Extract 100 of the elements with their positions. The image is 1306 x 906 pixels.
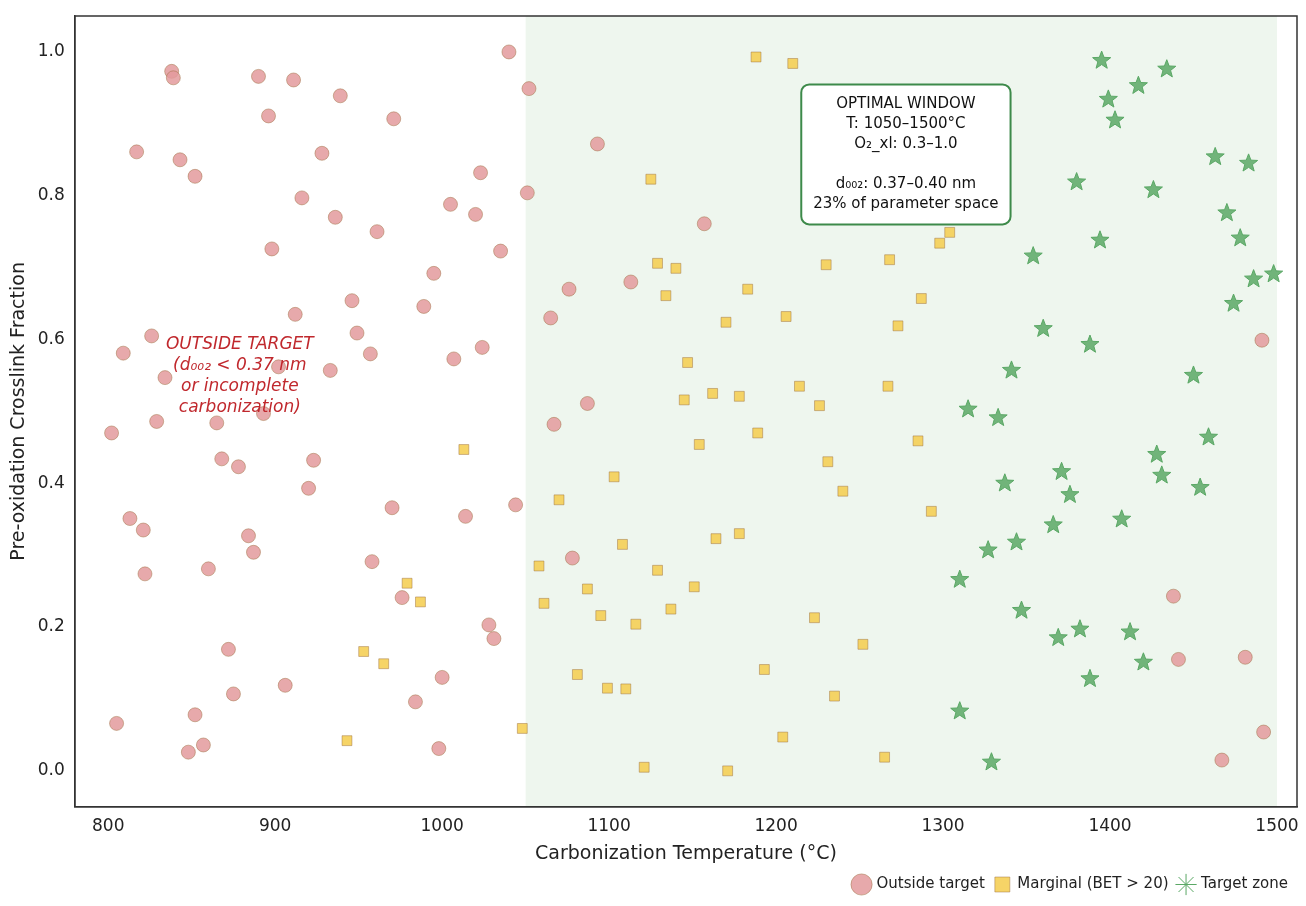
point	[358, 646, 370, 657]
text: OPTIMAL WINDOW T: 1050–1500°C O₂_xl: 0.3–1.0 d₀₀₂: 0.37–0.40 nm 23% of parameter space	[813, 94, 999, 213]
point	[1183, 365, 1204, 384]
point	[581, 583, 593, 595]
point	[1205, 146, 1225, 166]
x-tick-label: 1300	[921, 815, 965, 836]
point	[950, 701, 970, 720]
point	[1001, 360, 1022, 379]
point	[617, 538, 628, 550]
point	[538, 597, 550, 609]
point	[814, 400, 825, 412]
point	[571, 669, 583, 680]
point	[882, 380, 894, 392]
point	[722, 765, 734, 777]
legend-label: Target zone	[1200, 874, 1289, 893]
point	[602, 682, 613, 694]
point	[1190, 477, 1210, 496]
point	[1052, 461, 1072, 480]
point	[688, 581, 700, 593]
point	[710, 533, 722, 545]
x-axis-title: Carbonization Temperature (°C)	[535, 840, 837, 863]
point	[837, 485, 849, 497]
point	[378, 658, 390, 670]
point	[750, 51, 762, 63]
point	[553, 494, 565, 506]
point	[1033, 318, 1053, 337]
point	[415, 596, 426, 608]
point	[1133, 652, 1153, 671]
y-tick-label: 0.4	[37, 471, 65, 492]
point	[1147, 444, 1167, 463]
point	[660, 290, 672, 302]
x-tick-label: 1500	[1255, 815, 1299, 836]
point	[1090, 230, 1110, 249]
point	[934, 237, 946, 249]
point	[1143, 179, 1163, 199]
point	[950, 569, 970, 588]
point	[1264, 264, 1284, 283]
point	[1043, 514, 1063, 534]
x-tick-label: 1000	[420, 815, 464, 836]
point	[401, 577, 413, 589]
point	[780, 311, 792, 322]
x-tick-label: 1400	[1088, 815, 1132, 836]
point	[879, 751, 891, 763]
point	[638, 761, 650, 773]
point	[341, 735, 353, 747]
point	[516, 722, 528, 734]
legend-label: Outside target	[876, 874, 985, 893]
point	[1080, 668, 1100, 688]
point	[645, 173, 657, 185]
point	[1098, 89, 1118, 108]
point	[620, 683, 632, 695]
point	[925, 505, 937, 517]
point	[988, 407, 1008, 427]
y-tick-label: 0.8	[37, 184, 65, 205]
point	[707, 387, 719, 399]
point	[1023, 246, 1043, 265]
point	[1230, 228, 1250, 247]
y-tick-label: 0.6	[37, 327, 65, 348]
point	[720, 316, 732, 328]
point	[1048, 627, 1068, 647]
point	[1244, 269, 1264, 288]
point	[1067, 172, 1087, 191]
point	[733, 390, 745, 402]
y-tick-label: 0.0	[37, 759, 65, 780]
point	[665, 603, 677, 615]
point	[682, 357, 694, 368]
point	[892, 320, 904, 332]
point	[944, 226, 956, 238]
point	[857, 638, 869, 650]
x-tick-label: 800	[92, 815, 125, 836]
point	[995, 473, 1015, 492]
point	[1112, 509, 1132, 528]
point	[884, 254, 896, 266]
point	[533, 560, 545, 572]
point	[670, 262, 682, 274]
point	[752, 427, 764, 439]
point	[829, 690, 840, 702]
point	[595, 610, 607, 622]
point	[1060, 484, 1080, 503]
point	[794, 380, 805, 392]
x-tick-label: 1200	[754, 815, 798, 836]
point	[652, 257, 663, 269]
point	[978, 540, 998, 559]
point	[1092, 50, 1112, 69]
point	[742, 283, 754, 295]
point	[652, 564, 663, 576]
point	[1105, 110, 1125, 129]
point	[1128, 75, 1148, 94]
point	[820, 259, 832, 271]
point	[1239, 153, 1259, 172]
point	[958, 399, 978, 418]
point	[981, 752, 1001, 771]
point	[678, 394, 690, 406]
point	[758, 664, 770, 675]
x-tick-label: 1100	[587, 815, 631, 836]
point	[1006, 532, 1027, 551]
point	[822, 456, 834, 468]
y-tick-label: 0.2	[37, 615, 65, 636]
point	[915, 293, 927, 304]
point	[1217, 202, 1237, 222]
